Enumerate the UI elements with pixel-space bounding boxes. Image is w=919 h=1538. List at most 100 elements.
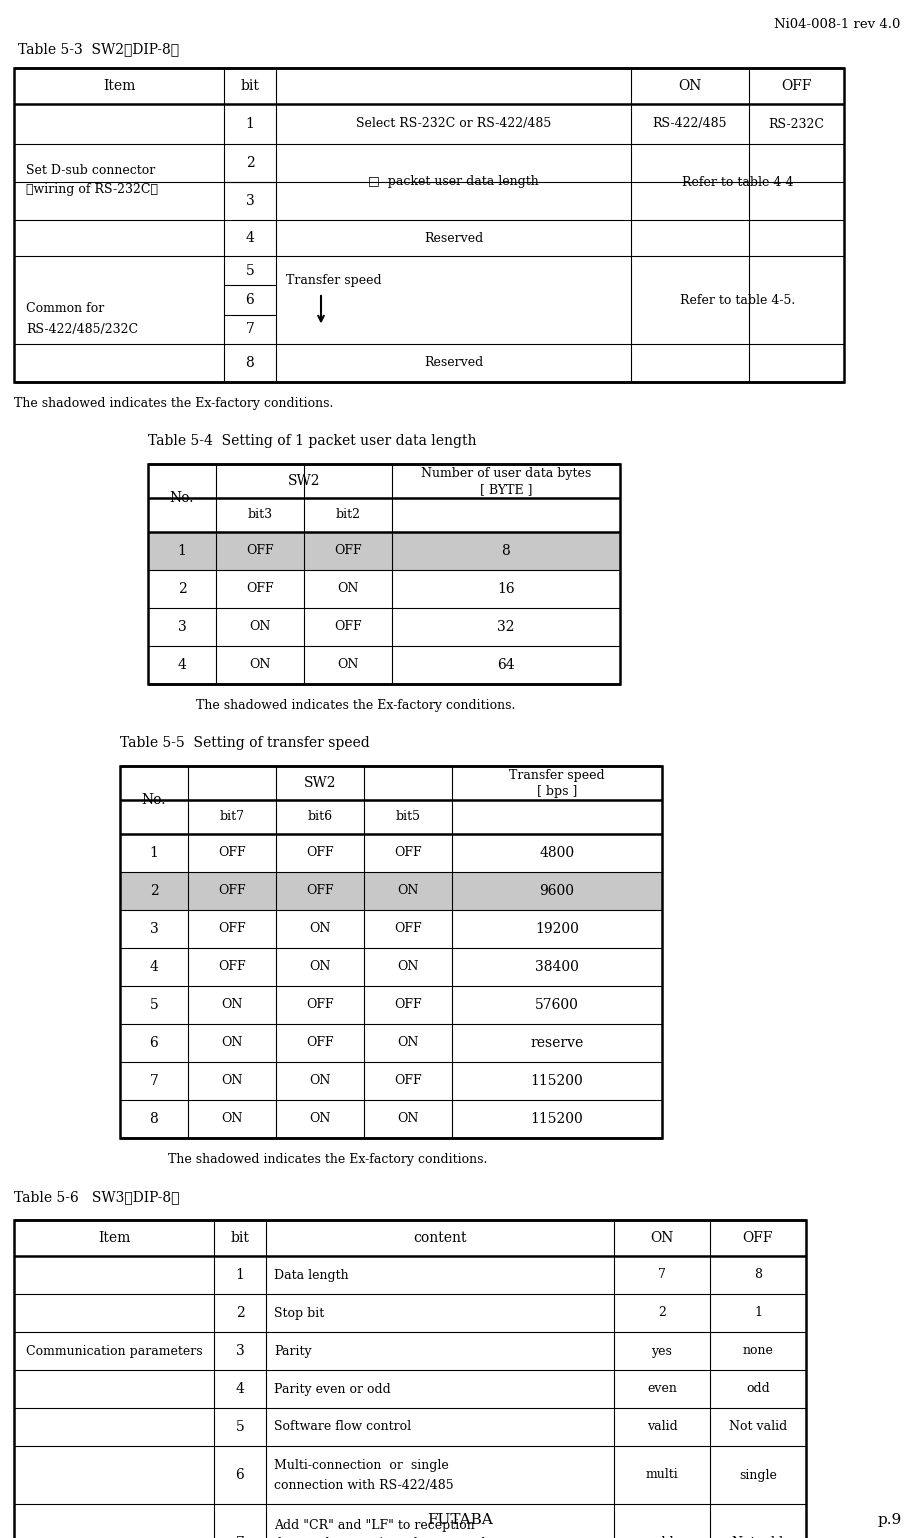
Text: （wiring of RS-232C）: （wiring of RS-232C） <box>26 183 158 197</box>
Bar <box>119 872 662 910</box>
Text: Refer to table 4-5.: Refer to table 4-5. <box>679 294 794 306</box>
Text: RS-422/485/232C: RS-422/485/232C <box>26 323 138 335</box>
Text: Add "CR" and "LF" to reception: Add "CR" and "LF" to reception <box>274 1518 474 1532</box>
Text: connection with RS-422/485: connection with RS-422/485 <box>274 1478 453 1492</box>
Text: OFF: OFF <box>393 998 421 1012</box>
Text: 3: 3 <box>150 921 158 937</box>
Text: Table 5-6   SW3（DIP-8）: Table 5-6 SW3（DIP-8） <box>14 1190 179 1204</box>
Text: 6: 6 <box>150 1037 158 1050</box>
Text: Common for: Common for <box>26 303 104 315</box>
Text: bit: bit <box>240 78 259 92</box>
Text: SW2: SW2 <box>303 777 335 791</box>
Text: 4: 4 <box>150 960 158 974</box>
Text: No.: No. <box>142 794 166 807</box>
Text: 7: 7 <box>657 1269 665 1281</box>
Text: 4: 4 <box>245 231 255 245</box>
Text: 1: 1 <box>754 1306 761 1320</box>
Text: Parity: Parity <box>274 1344 312 1358</box>
Text: ON: ON <box>337 658 358 672</box>
Text: OFF: OFF <box>306 884 334 898</box>
Text: 8: 8 <box>501 544 510 558</box>
Text: OFF: OFF <box>742 1230 772 1244</box>
Text: 57600: 57600 <box>535 998 578 1012</box>
Text: [ BYTE ]: [ BYTE ] <box>479 483 532 497</box>
Text: 4: 4 <box>235 1383 244 1397</box>
Text: 2: 2 <box>150 884 158 898</box>
Text: single: single <box>738 1469 776 1481</box>
Text: OFF: OFF <box>246 544 274 557</box>
Text: ON: ON <box>221 1075 243 1087</box>
Text: bit6: bit6 <box>307 811 332 823</box>
Text: Transfer speed: Transfer speed <box>508 769 604 783</box>
Text: Table 5-5  Setting of transfer speed: Table 5-5 Setting of transfer speed <box>119 737 369 751</box>
Text: 115200: 115200 <box>530 1074 583 1087</box>
Text: Communication parameters: Communication parameters <box>26 1344 202 1358</box>
Text: 32: 32 <box>496 620 515 634</box>
Text: 1: 1 <box>177 544 187 558</box>
Text: OFF: OFF <box>780 78 811 92</box>
Text: 8: 8 <box>245 355 254 371</box>
Text: odd: odd <box>745 1383 769 1395</box>
Text: Item: Item <box>97 1230 130 1244</box>
Text: OFF: OFF <box>334 544 361 557</box>
Text: ON: ON <box>309 923 330 935</box>
Text: Software flow control: Software flow control <box>274 1421 411 1433</box>
Text: Select RS-232C or RS-422/485: Select RS-232C or RS-422/485 <box>356 117 550 131</box>
Text: Number of user data bytes: Number of user data bytes <box>420 468 591 480</box>
Text: bit5: bit5 <box>395 811 420 823</box>
Text: OFF: OFF <box>218 884 245 898</box>
Text: OFF: OFF <box>306 998 334 1012</box>
Text: 5: 5 <box>150 998 158 1012</box>
Text: OFF: OFF <box>306 846 334 860</box>
Text: Transfer speed: Transfer speed <box>286 274 381 288</box>
Text: 19200: 19200 <box>535 921 578 937</box>
Text: 1: 1 <box>235 1267 244 1283</box>
Text: Reserved: Reserved <box>424 232 482 245</box>
Text: OFF: OFF <box>334 620 361 634</box>
Text: 2: 2 <box>235 1306 244 1320</box>
Text: The shadowed indicates the Ex-factory conditions.: The shadowed indicates the Ex-factory co… <box>14 397 333 411</box>
Text: 64: 64 <box>496 658 515 672</box>
Text: multi: multi <box>645 1469 677 1481</box>
Text: 2: 2 <box>657 1306 665 1320</box>
Text: No.: No. <box>170 491 194 504</box>
Text: bit2: bit2 <box>335 509 360 521</box>
Text: 7: 7 <box>150 1074 158 1087</box>
Text: ON: ON <box>397 884 418 898</box>
Text: p.9: p.9 <box>877 1513 901 1527</box>
Text: Set D-sub connector: Set D-sub connector <box>26 163 155 177</box>
Text: ON: ON <box>309 1075 330 1087</box>
Text: Ni04-008-1 rev 4.0: Ni04-008-1 rev 4.0 <box>773 18 899 31</box>
Text: Parity even or odd: Parity even or odd <box>274 1383 391 1395</box>
Text: bit3: bit3 <box>247 509 272 521</box>
Text: content: content <box>413 1230 466 1244</box>
Text: ON: ON <box>337 583 358 595</box>
Text: Multi-connection  or  single: Multi-connection or single <box>274 1458 448 1472</box>
Text: OFF: OFF <box>393 923 421 935</box>
Text: even: even <box>646 1383 676 1395</box>
Text: Reserved: Reserved <box>424 357 482 369</box>
Text: Stop bit: Stop bit <box>274 1306 323 1320</box>
Text: ON: ON <box>221 1037 243 1049</box>
Text: OFF: OFF <box>246 583 274 595</box>
Text: OFF: OFF <box>393 1075 421 1087</box>
Text: ON: ON <box>221 998 243 1012</box>
Text: Refer to table 4-4: Refer to table 4-4 <box>681 175 792 189</box>
Text: FUTABA: FUTABA <box>426 1513 493 1527</box>
Bar <box>14 1220 805 1538</box>
Text: SW2: SW2 <box>288 474 320 488</box>
Text: 1: 1 <box>150 846 158 860</box>
Text: reserve: reserve <box>529 1037 583 1050</box>
Text: ON: ON <box>397 961 418 974</box>
Text: 3: 3 <box>235 1344 244 1358</box>
Text: ON: ON <box>397 1112 418 1126</box>
Text: 7: 7 <box>245 323 255 337</box>
Text: Data length: Data length <box>274 1269 348 1281</box>
Text: ON: ON <box>397 1037 418 1049</box>
Text: Table 5-3  SW2（DIP-8）: Table 5-3 SW2（DIP-8） <box>18 42 179 55</box>
Text: ON: ON <box>650 1230 673 1244</box>
Text: ON: ON <box>309 1112 330 1126</box>
Text: bit: bit <box>231 1230 249 1244</box>
Text: Table 5-4  Setting of 1 packet user data length: Table 5-4 Setting of 1 packet user data … <box>148 434 476 448</box>
Text: □  packet user data length: □ packet user data length <box>368 175 539 189</box>
